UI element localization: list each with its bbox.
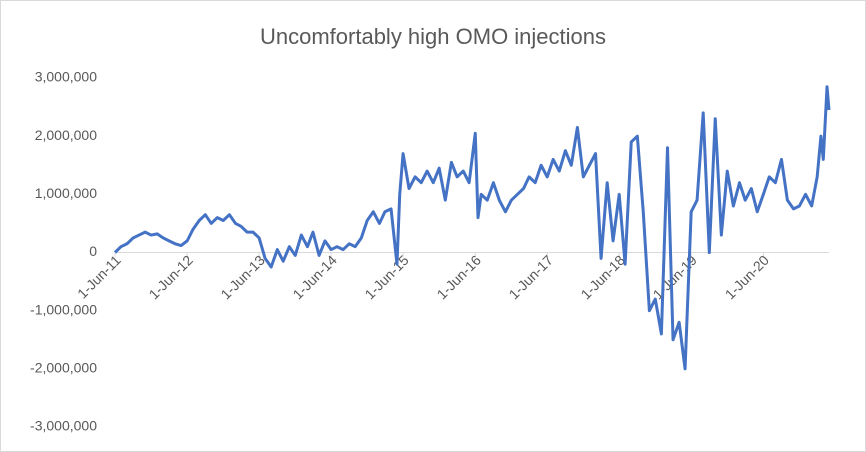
y-tick-label: -1,000,000 [30,301,97,317]
y-tick-label: 3,000,000 [35,69,97,85]
y-tick-label: 0 [89,243,97,259]
data-line [113,85,831,371]
y-tick-label: 2,000,000 [35,127,97,143]
y-tick-label: -2,000,000 [30,360,97,376]
chart-title: Uncomfortably high OMO injections [260,24,606,49]
y-tick-label: -3,000,000 [30,418,97,434]
y-tick-label: 1,000,000 [35,185,97,201]
